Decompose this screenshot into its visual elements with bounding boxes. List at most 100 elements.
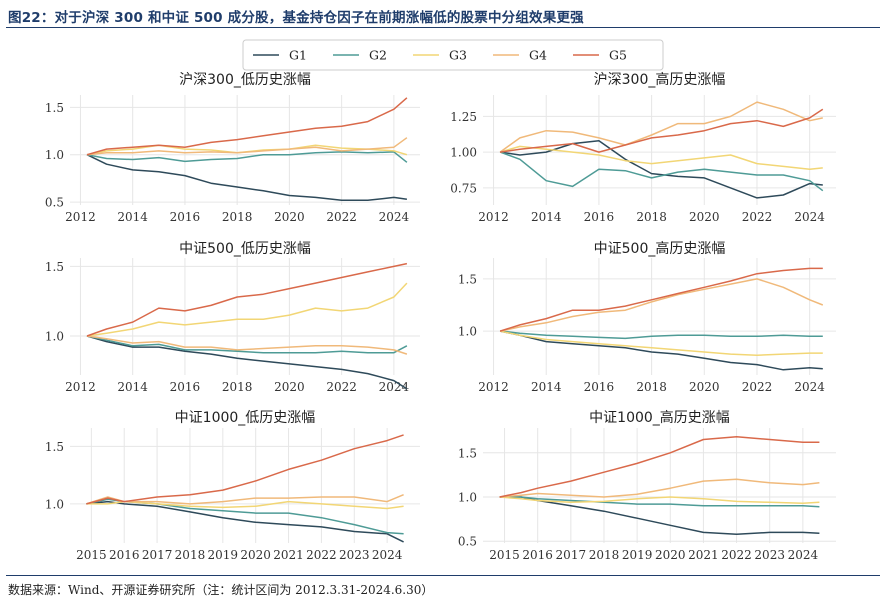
panel-6-xtick-label: 2019: [622, 548, 653, 562]
panel-6-xtick-label: 2021: [688, 548, 719, 562]
panel-3-series-g5: [86, 262, 408, 337]
panel-6-xtick-label: 2022: [721, 548, 752, 562]
panel-5-xtick-label: 2024: [372, 548, 403, 562]
panel-6-xtick-label: 2016: [522, 548, 553, 562]
panel-3-plot-area: [69, 257, 421, 376]
panel-4-title: 中证500_高历史涨幅: [594, 240, 726, 257]
panel-1-xtick-label: 2012: [65, 210, 96, 224]
panel-6-ytick-label: 0.5: [458, 535, 477, 549]
panel-2-xtick-label: 2022: [742, 210, 773, 224]
panel-3-xtick-label: 2020: [274, 380, 305, 394]
panel-4-xtick-label: 2020: [689, 380, 720, 394]
panel-5-xtick-label: 2018: [175, 548, 206, 562]
title-rule: [6, 27, 880, 28]
panel-2-xtick-label: 2012: [478, 210, 509, 224]
panel-1-ytick-label: 0.5: [45, 196, 64, 210]
panel-5-ytick-label: 1.0: [45, 497, 64, 511]
panel-4-ytick-label: 1.5: [458, 272, 477, 286]
legend-box: [242, 39, 664, 71]
panel-4-xtick-label: 2016: [584, 380, 615, 394]
panel-4-xtick-label: 2014: [531, 380, 562, 394]
panel-1-xtick-label: 2014: [117, 210, 148, 224]
panel-4-xtick-label: 2022: [742, 380, 773, 394]
panel-3-series-g4: [86, 335, 408, 355]
panel-3-xtick-label: 2022: [326, 380, 357, 394]
legend-label-g2: G2: [369, 48, 387, 63]
panel-2-ytick-label: 1.25: [450, 110, 477, 124]
panel-4-xtick-label: 2024: [794, 380, 825, 394]
panel-5-xtick-label: 2020: [240, 548, 271, 562]
panel-1-xtick-label: 2018: [222, 210, 253, 224]
legend-label-g5: G5: [609, 48, 627, 63]
panel-3-ytick-label: 1.5: [45, 260, 64, 274]
panel-2-ytick-label: 0.75: [450, 181, 477, 195]
panel-1-xtick-label: 2016: [170, 210, 201, 224]
panel-6-xtick-label: 2023: [754, 548, 785, 562]
panel-2-xtick-label: 2020: [689, 210, 720, 224]
panel-4-series-g5: [499, 267, 823, 332]
panel-6-plot-area: [482, 427, 837, 544]
panel-1-series-g2: [86, 151, 408, 163]
panel-6-ytick-label: 1.0: [458, 491, 477, 505]
panel-2-ytick-label: 1.00: [450, 146, 477, 160]
panel-6-xtick-label: 2024: [788, 548, 819, 562]
panel-6-ytick-label: 1.5: [458, 446, 477, 460]
panel-6-series-g4: [499, 478, 820, 498]
panel-2-series-g2: [499, 151, 824, 192]
panel-6-xtick-label: 2017: [556, 548, 587, 562]
panel-2-title: 沪深300_高历史涨幅: [594, 71, 726, 88]
panel-3-xtick-label: 2014: [117, 380, 148, 394]
panel-3-series-g1: [86, 335, 408, 390]
panel-1-xtick-label: 2024: [379, 210, 410, 224]
panel-4-series-g2: [500, 330, 823, 340]
panel-2-xtick-label: 2016: [584, 210, 615, 224]
panel-1-series-g1: [86, 154, 408, 202]
panel-3-series-g3: [86, 282, 408, 337]
panel-5-xtick-label: 2022: [306, 548, 337, 562]
panel-3-xtick-label: 2024: [379, 380, 410, 394]
panel-1-ytick-label: 1.5: [45, 101, 64, 115]
panel-1-series-g4: [86, 137, 408, 156]
panel-3-xtick-label: 2018: [222, 380, 253, 394]
panel-2-xtick-label: 2014: [531, 210, 562, 224]
panel-6-series-g2: [499, 496, 820, 508]
panel-2-plot-area: [482, 94, 837, 206]
panel-3-series-g2: [86, 335, 408, 354]
panel-5-xtick-label: 2016: [109, 548, 140, 562]
panel-6-xtick-label: 2018: [589, 548, 620, 562]
panel-1-title: 沪深300_低历史涨幅: [179, 72, 311, 88]
panel-1-xtick-label: 2020: [274, 210, 305, 224]
panel-3-xtick-label: 2016: [170, 380, 201, 394]
panel-2-xtick-label: 2024: [794, 210, 825, 224]
panel-6-series-g3: [499, 496, 820, 504]
panel-6-xtick-label: 2020: [655, 548, 686, 562]
panel-2-series-g5: [499, 108, 824, 153]
panel-2-series-g3: [499, 145, 823, 171]
panel-3-title: 中证500_低历史涨幅: [179, 241, 311, 257]
legend-label-g4: G4: [529, 48, 547, 63]
figure-title: 图22：对于沪深 300 和中证 500 成分股，基金持仓因子在前期涨幅低的股票…: [8, 10, 584, 26]
source-rule: [6, 575, 880, 576]
legend-label-g1: G1: [289, 48, 307, 63]
panel-5-xtick-label: 2023: [339, 548, 370, 562]
source-note: 数据来源：Wind、开源证券研究所（注：统计区间为 2012.3.31-2024…: [8, 583, 434, 597]
panel-6-series-g5: [499, 436, 820, 498]
panel-5-xtick-label: 2019: [208, 548, 239, 562]
panel-4-plot-area: [482, 257, 837, 376]
panel-6-title: 中证1000_高历史涨幅: [589, 409, 730, 426]
panel-2-series-g4: [499, 101, 823, 153]
panel-1-xtick-label: 2022: [326, 210, 357, 224]
panel-4-xtick-label: 2012: [478, 380, 509, 394]
panel-5-xtick-label: 2017: [142, 548, 173, 562]
panel-5-series-g3: [86, 500, 404, 510]
panel-2-xtick-label: 2018: [636, 210, 667, 224]
panel-5-title: 中证1000_低历史涨幅: [175, 410, 316, 426]
panel-5-series-g5: [86, 434, 404, 505]
panel-4-ytick-label: 1.0: [458, 325, 477, 339]
panel-1-ytick-label: 1.0: [45, 148, 64, 162]
panel-5-xtick-label: 2021: [273, 548, 304, 562]
legend-label-g3: G3: [449, 48, 467, 63]
panel-4-series-g1: [499, 330, 823, 371]
panel-3-xtick-label: 2012: [65, 380, 96, 394]
